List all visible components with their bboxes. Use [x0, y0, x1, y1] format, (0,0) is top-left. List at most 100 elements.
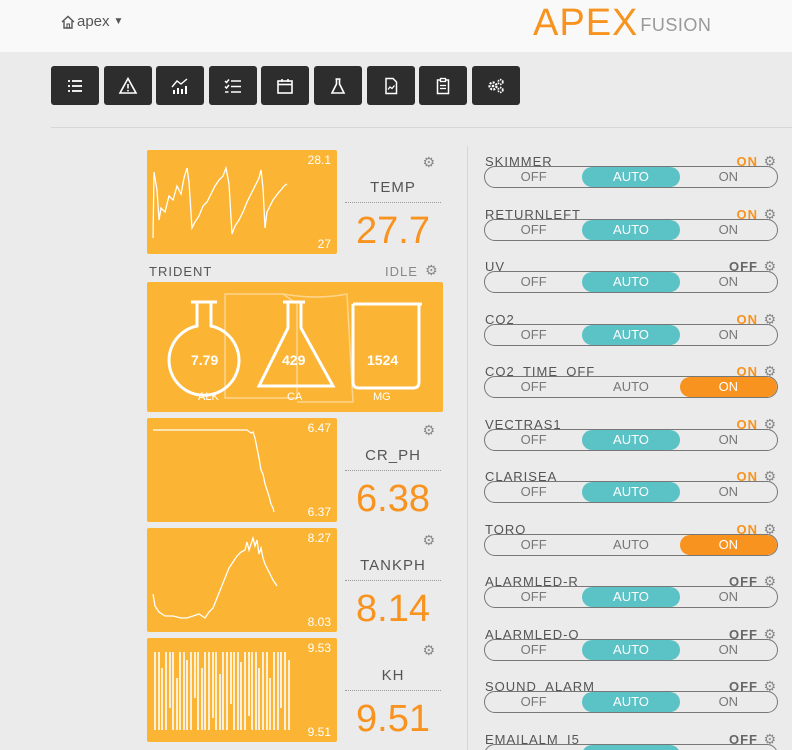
- gear-icon[interactable]: ⚙: [763, 311, 776, 327]
- gear-icon[interactable]: ⚙: [763, 363, 776, 379]
- cr-ph-probe: ⚙ CR_PH 6.38: [345, 422, 441, 522]
- list-button[interactable]: [51, 66, 99, 105]
- mode-auto-button[interactable]: AUTO: [582, 325, 680, 345]
- graph-icon: [171, 77, 188, 94]
- gear-icon[interactable]: ⚙: [763, 626, 776, 642]
- log-button[interactable]: [419, 66, 468, 105]
- outlet-mode-switch: OFF AUTO ON: [484, 586, 778, 608]
- logo-sub: FUSION: [640, 15, 712, 35]
- gear-icon[interactable]: ⚙: [763, 416, 776, 432]
- mode-auto-button[interactable]: AUTO: [582, 692, 680, 712]
- mode-off-button[interactable]: OFF: [520, 432, 547, 447]
- gear-icon[interactable]: ⚙: [422, 422, 435, 438]
- tankph-graph-tile[interactable]: 8.27 8.03: [147, 528, 337, 632]
- column-divider: [467, 146, 468, 750]
- mode-on-button[interactable]: ON: [718, 222, 739, 237]
- ca-label: CA: [287, 391, 303, 403]
- probe-name: KH: [381, 667, 405, 684]
- gear-icon[interactable]: ⚙: [422, 532, 435, 548]
- tankph-graph-high: 8.27: [307, 531, 331, 545]
- outlet-mode-switch: OFF AUTO ON: [484, 324, 778, 346]
- mode-on-button[interactable]: ON: [718, 169, 739, 184]
- mode-off-button[interactable]: OFF: [520, 589, 547, 604]
- mode-auto-button[interactable]: AUTO: [582, 587, 680, 607]
- reports-button[interactable]: [366, 66, 415, 105]
- outlet-state: OFF: [729, 627, 758, 642]
- mode-auto-button[interactable]: AUTO: [613, 379, 649, 394]
- chevron-down-icon: ▼: [113, 16, 124, 27]
- mode-off-button[interactable]: OFF: [485, 745, 582, 750]
- temp-probe: ⚙ TEMP 27.7: [345, 154, 441, 254]
- outlet-state: ON: [736, 469, 758, 484]
- kh-graph-tile[interactable]: 9.53 9.51: [147, 638, 337, 742]
- mode-off-button[interactable]: OFF: [520, 222, 547, 237]
- kh-graph-high: 9.53: [307, 641, 331, 655]
- gear-icon[interactable]: ⚙: [425, 262, 438, 278]
- outlet-name: UV: [485, 259, 506, 274]
- settings-button[interactable]: [471, 66, 520, 105]
- mode-auto-button[interactable]: AUTO: [613, 537, 649, 552]
- probe-divider: [345, 580, 441, 581]
- gear-icon[interactable]: ⚙: [763, 521, 776, 537]
- mode-off-button[interactable]: OFF: [520, 642, 547, 657]
- trident-label: TRIDENT: [149, 264, 213, 279]
- mode-auto-button[interactable]: AUTO: [582, 220, 680, 240]
- gear-icon[interactable]: ⚙: [763, 731, 776, 747]
- mode-on-button[interactable]: ON: [718, 484, 739, 499]
- mode-auto-button[interactable]: AUTO: [582, 272, 680, 292]
- mode-auto-button[interactable]: AUTO: [582, 167, 680, 187]
- document-icon: [384, 77, 397, 94]
- mode-off-button[interactable]: OFF: [520, 169, 547, 184]
- gear-icon[interactable]: ⚙: [763, 573, 776, 589]
- alerts-button[interactable]: [103, 66, 152, 105]
- outlet-state: ON: [736, 207, 758, 222]
- outlet-name: SOUND_ALARM: [485, 679, 595, 694]
- mode-on-button[interactable]: ON: [718, 589, 739, 604]
- mode-auto-button[interactable]: AUTO: [582, 430, 680, 450]
- graphs-button[interactable]: [156, 66, 205, 105]
- mode-off-button[interactable]: OFF: [520, 274, 547, 289]
- calendar-button[interactable]: [261, 66, 310, 105]
- mode-off-button[interactable]: OFF: [520, 694, 547, 709]
- mode-off-button[interactable]: OFF: [520, 327, 547, 342]
- mode-on-button[interactable]: ON: [718, 642, 739, 657]
- mode-on-button[interactable]: ON: [679, 377, 777, 397]
- mode-off-button[interactable]: OFF: [520, 537, 547, 552]
- gear-icon[interactable]: ⚙: [763, 258, 776, 274]
- mode-on-button[interactable]: ON: [679, 535, 777, 555]
- outlet-name: CLARISEA: [485, 469, 558, 484]
- list-icon: [68, 79, 82, 92]
- ca-value: 429: [282, 352, 306, 368]
- mode-on-button[interactable]: ON: [718, 432, 739, 447]
- trident-flasks: [167, 293, 422, 403]
- mode-on-button[interactable]: ON: [718, 327, 739, 342]
- trident-tile[interactable]: 7.79 ALK 429 CA 1524 MG: [147, 282, 443, 412]
- mode-auto-button[interactable]: AUTO: [582, 640, 680, 660]
- probe-value: 9.51: [356, 698, 430, 740]
- gear-icon[interactable]: ⚙: [763, 678, 776, 694]
- temp-graph-tile[interactable]: 28.1 27: [147, 150, 337, 254]
- gear-icon[interactable]: ⚙: [763, 468, 776, 484]
- mg-label: MG: [373, 391, 391, 403]
- mode-off-button[interactable]: OFF: [520, 379, 547, 394]
- gear-icon[interactable]: ⚙: [422, 642, 435, 658]
- lab-button[interactable]: [313, 66, 362, 105]
- probe-divider: [345, 690, 441, 691]
- cr-ph-graph-low: 6.37: [307, 505, 331, 519]
- temp-graph-high: 28.1: [307, 153, 331, 167]
- mode-on-button[interactable]: ON: [718, 274, 739, 289]
- cr-ph-graph-tile[interactable]: 6.47 6.37: [147, 418, 337, 522]
- home-dropdown[interactable]: apex ▼: [60, 13, 123, 30]
- outlet-state: OFF: [729, 732, 758, 747]
- mode-on-button[interactable]: ON: [718, 694, 739, 709]
- mode-on-button[interactable]: ON: [680, 745, 777, 750]
- probe-divider: [345, 202, 441, 203]
- gear-icon[interactable]: ⚙: [763, 153, 776, 169]
- mode-off-button[interactable]: OFF: [520, 484, 547, 499]
- mode-auto-button[interactable]: AUTO: [582, 745, 680, 750]
- mode-auto-button[interactable]: AUTO: [582, 482, 680, 502]
- tasks-button[interactable]: [208, 66, 257, 105]
- probe-name: CR_PH: [365, 447, 421, 464]
- gear-icon[interactable]: ⚙: [763, 206, 776, 222]
- gear-icon[interactable]: ⚙: [422, 154, 435, 170]
